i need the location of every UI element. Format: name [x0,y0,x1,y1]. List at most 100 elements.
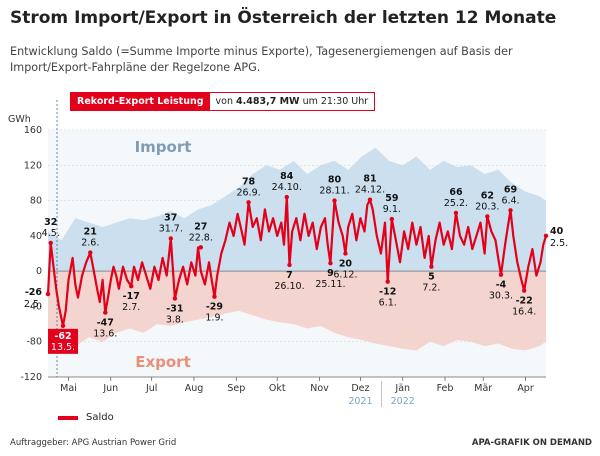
annotation-date: 26.10. [274,281,304,292]
record-prefix: von [215,96,233,107]
x-tick-label: Jun [102,383,118,394]
annotation-value: 27 [194,221,207,232]
record-value-text: von 4.483,7 MW um 21:30 Uhr [210,96,375,107]
annotation-value: 32 [44,217,57,228]
annotation-value: 37 [164,213,177,224]
annotation-date: 7.2. [422,283,440,294]
annotation-value: -31 [166,303,183,314]
annotation-value: 69 [504,184,517,195]
annotation-value: 21 [84,227,97,238]
record-callout: Rekord-Export Leistung von 4.483,7 MW um… [70,92,376,111]
region-label-export: Export [135,353,191,371]
footer-credit: APA-GRAFIK ON DEMAND [471,438,592,448]
record-value: 4.483,7 MW [236,96,300,107]
annotation-point [246,200,251,205]
annotation-date: 13.5. [51,342,75,353]
annotation-date: 3.8. [166,314,184,325]
annotation-point [367,197,373,202]
x-year-label: 2022 [391,396,415,407]
y-tick-label: 40 [30,231,42,242]
annotation-point [485,214,490,219]
annotation-date: 30.3. [489,291,513,302]
annotation-point [129,283,134,289]
x-tick-label: Mai [60,383,77,394]
annotation-value: -29 [206,302,223,313]
annotation-box [48,328,79,354]
y-tick-label: -120 [20,372,42,383]
x-tick-label: Feb [437,383,454,394]
record-label: Rekord-Export Leistung [71,93,210,110]
annotation-value: -62 [54,331,71,342]
annotation-value: -17 [123,291,140,302]
x-tick-label: Sep [227,383,245,394]
legend-label-saldo: Saldo [86,412,114,423]
annotation-point [343,251,348,256]
annotation-date: 2.6. [81,238,99,249]
x-year-label: 2021 [348,396,372,407]
x-tick-label: Mär [474,383,492,394]
chart-subtitle: Entwicklung Saldo (=Summe Importe minus … [10,45,513,74]
saldo-line [46,195,548,327]
annotation-point [60,323,66,329]
y-axis-label: GWh [8,114,31,125]
legend-swatch-saldo [58,415,78,420]
annotation-value: -22 [516,296,533,307]
annotation-value: 84 [280,171,294,182]
annotation-date: 31.7. [159,224,183,235]
annotation-point [212,294,217,299]
annotation-date: 2.5. [24,299,42,310]
y-tick-label: 160 [24,125,42,136]
x-tick-label: Apr [517,383,534,394]
annotation-value: -47 [97,318,114,329]
annotation-point [508,208,513,213]
annotation-point [284,194,289,200]
annotation-point [88,250,93,255]
annotation-point [103,310,108,315]
annotation-point [521,288,527,293]
y-tick-label: -40 [26,301,42,312]
annotation-value: 78 [242,176,256,187]
region-label-import: Import [135,138,192,156]
annotation-date: 4.5. [42,228,60,239]
annotation-point [168,236,173,241]
annotation-date: 2.7. [122,302,140,313]
annotation-point [172,296,178,301]
annotation-date: 13.6. [93,329,117,340]
annotation-point [389,216,395,222]
annotation-point [45,291,51,297]
x-tick-label: Jul [145,383,157,394]
y-tick-label: 80 [30,196,42,207]
annotation-date: 16.4. [512,307,536,318]
annotation-date: 25.2. [444,198,468,209]
record-suffix: um 21:30 Uhr [302,96,369,107]
annotation-value: 5 [428,272,435,283]
annotation-value: -12 [379,287,396,298]
x-tick-label: Aug [185,383,204,394]
export-area [48,271,546,351]
annotation-date: 6.12. [333,270,357,281]
annotation-date: 22.8. [189,232,213,243]
annotation-value: 9 [327,268,334,279]
y-tick-label: 0 [36,266,42,277]
annotation-point [198,245,204,250]
annotation-point [328,261,333,266]
annotation-point [385,279,390,284]
chart-title: Strom Import/Export in Österreich der le… [10,8,557,28]
annotation-point [498,272,504,277]
x-tick-label: Okt [269,383,286,394]
annotation-date: 2.5. [550,238,568,249]
annotation-date: 25.11. [315,279,345,290]
annotation-value: 62 [481,190,494,201]
y-tick-label: 120 [24,160,42,171]
x-tick-label: Dez [351,383,369,394]
annotation-point [453,210,459,216]
annotation-date: 6.1. [379,298,397,309]
annotation-date: 24.12. [355,185,385,196]
annotation-date: 28.11. [319,186,349,197]
annotation-point [429,264,434,269]
chart-legend: Saldo [58,412,114,423]
annotation-value: 81 [363,174,376,185]
annotation-date: 24.10. [272,182,302,193]
annotation-value: 59 [385,193,398,204]
